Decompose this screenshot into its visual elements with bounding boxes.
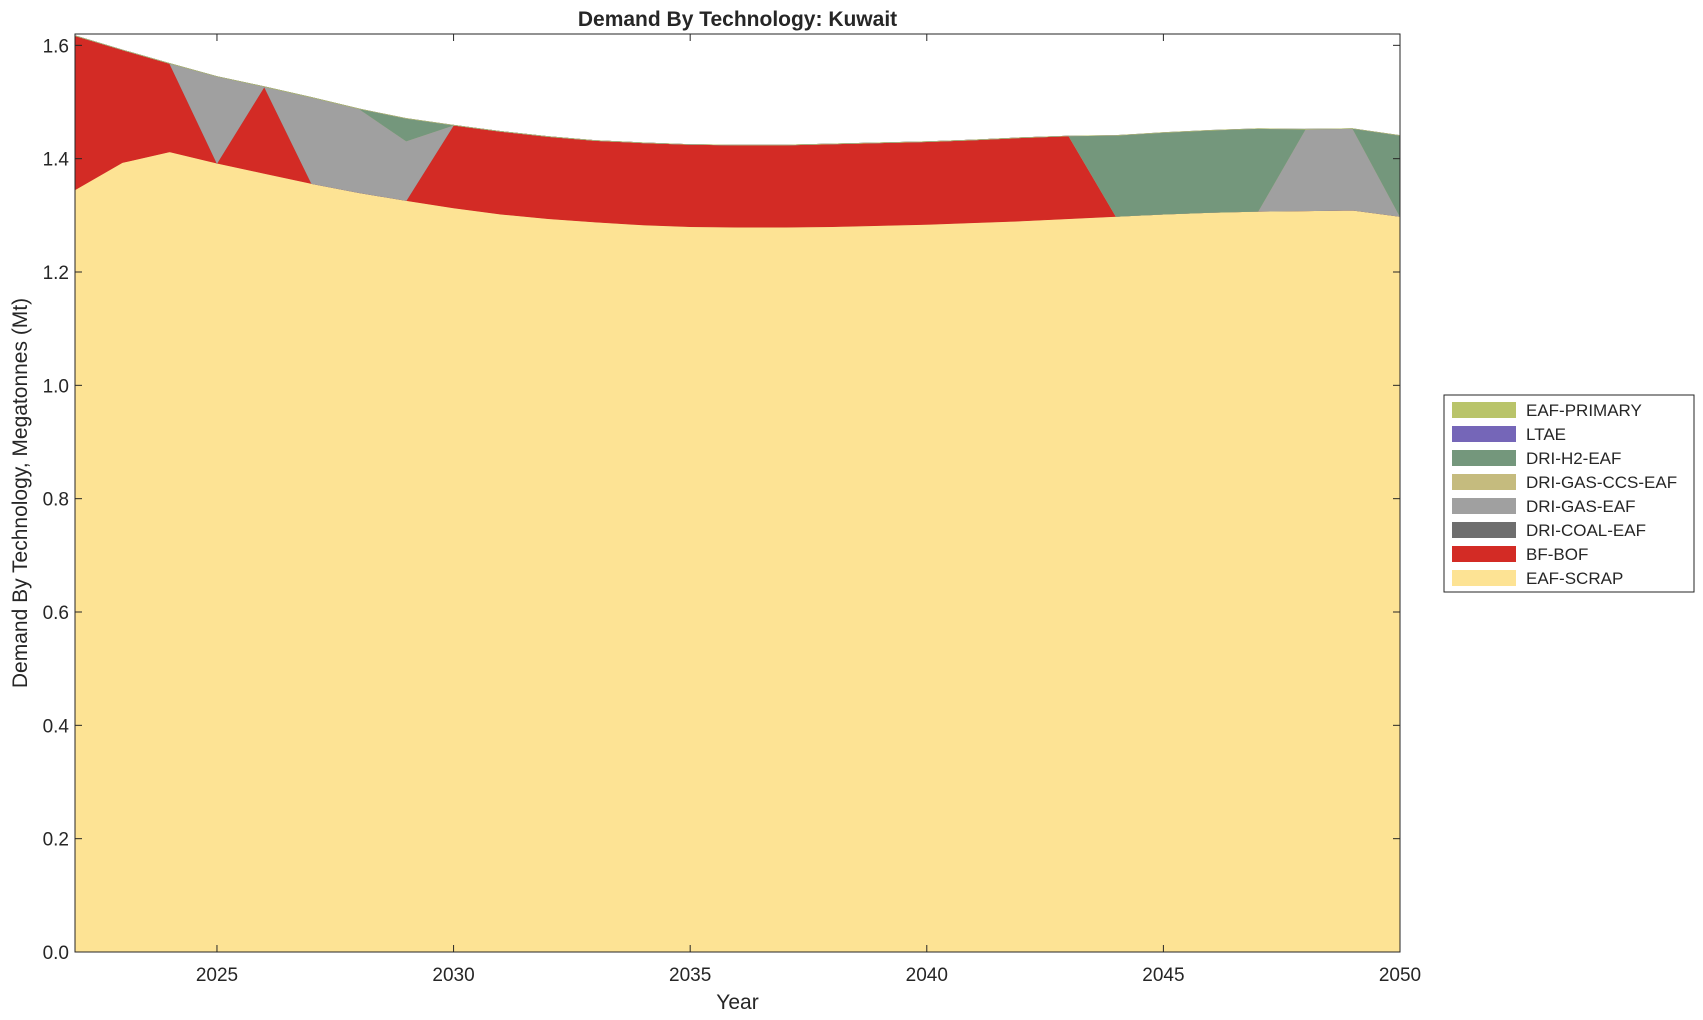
x-tick-label: 2050 — [1379, 965, 1421, 986]
y-tick-label: 1.0 — [43, 376, 69, 397]
area-eaf-scrap — [74, 151, 1401, 953]
x-tick-label: 2030 — [432, 965, 474, 986]
tick-marks — [75, 34, 1401, 953]
chart-title: Demand By Technology: Kuwait — [578, 8, 897, 31]
x-axis-title: Year — [716, 991, 758, 1014]
x-tick-label: 2025 — [196, 965, 238, 986]
legend: EAF-PRIMARY LTAE DRI-H2-EAF DRI-GAS-CCS-EAF… — [1443, 394, 1695, 593]
legend-swatch-dri-gas-ccs-eaf — [1452, 474, 1516, 490]
legend-label-eaf-primary: EAF-PRIMARY — [1526, 401, 1642, 420]
y-axis-title: Demand By Technology, Megatonnes (Mt) — [9, 298, 32, 688]
area-series-layer — [74, 35, 1401, 953]
x-tick-label: 2040 — [906, 965, 948, 986]
plot-frame — [74, 33, 1401, 953]
legend-label-ltae: LTAE — [1526, 425, 1566, 444]
y-tick-label: 1.2 — [43, 263, 69, 284]
y-tick-label: 0.2 — [43, 830, 69, 851]
x-tick-label: 2045 — [1142, 965, 1184, 986]
y-tick-label: 1.6 — [43, 36, 69, 57]
legend-swatch-dri-h2-eaf — [1452, 450, 1516, 466]
legend-label-dri-gas-eaf: DRI-GAS-EAF — [1526, 497, 1636, 516]
legend-swatch-bf-bof — [1452, 546, 1516, 562]
y-tick-label: 0.8 — [43, 490, 69, 511]
legend-label-dri-coal-eaf: DRI-COAL-EAF — [1526, 521, 1646, 540]
y-tick-label: 0.6 — [43, 603, 69, 624]
y-tick-label: 0.0 — [43, 943, 69, 964]
legend-swatch-ltae — [1452, 426, 1516, 442]
legend-label-eaf-scrap: EAF-SCRAP — [1526, 569, 1623, 588]
x-tick-label: 2035 — [669, 965, 711, 986]
y-tick-label: 1.4 — [43, 150, 70, 171]
legend-swatch-eaf-scrap — [1452, 570, 1516, 586]
legend-swatch-dri-coal-eaf — [1452, 522, 1516, 538]
y-tick-label: 0.4 — [43, 716, 70, 737]
legend-label-dri-gas-ccs-eaf: DRI-GAS-CCS-EAF — [1526, 473, 1677, 492]
legend-swatch-eaf-primary — [1452, 402, 1516, 418]
tick-labels: 2025 2030 2035 2040 2045 2050 0.0 0.2 0.4 0.6 0.8 1… — [43, 36, 1422, 986]
legend-label-dri-h2-eaf: DRI-H2-EAF — [1526, 449, 1621, 468]
legend-swatch-dri-gas-eaf — [1452, 498, 1516, 514]
legend-label-bf-bof: BF-BOF — [1526, 545, 1588, 564]
